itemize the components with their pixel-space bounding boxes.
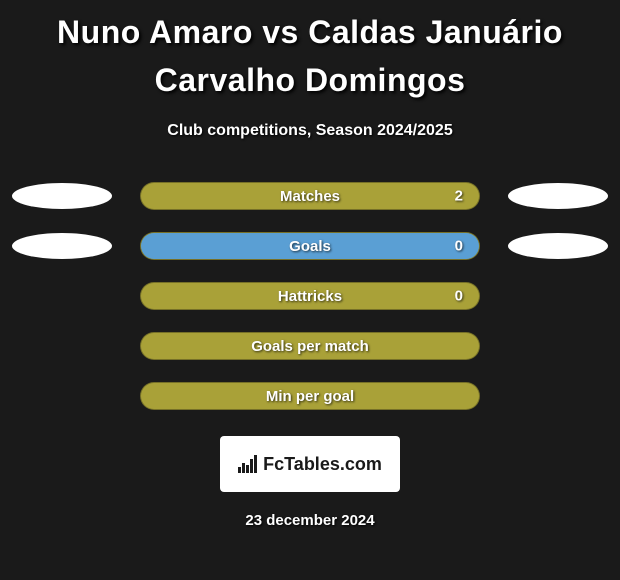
stat-row: Matches 2 [0,182,620,210]
stat-label: Min per goal [266,388,354,405]
stat-label: Matches [280,188,340,205]
date-text: 23 december 2024 [0,512,620,529]
stat-value: 0 [455,288,463,305]
stat-bar: Matches 2 [140,182,480,210]
stat-row: Goals 0 [0,232,620,260]
stat-row: Hattricks 0 [0,282,620,310]
logo-box: FcTables.com [220,436,400,492]
right-ellipse [508,233,608,259]
stat-label: Goals [289,238,331,255]
stat-row: Goals per match [0,332,620,360]
stats-list: Matches 2 Goals 0 Hattricks 0 Goals per match M… [0,182,620,410]
left-ellipse [12,233,112,259]
stat-bar: Hattricks 0 [140,282,480,310]
right-ellipse [508,183,608,209]
stat-label: Goals per match [251,338,369,355]
stat-value: 0 [455,238,463,255]
stat-label: Hattricks [278,288,342,305]
stat-bar: Goals per match [140,332,480,360]
logo-text: FcTables.com [263,454,382,475]
left-ellipse [12,183,112,209]
stat-bar: Goals 0 [140,232,480,260]
stat-value: 2 [455,188,463,205]
stat-bar: Min per goal [140,382,480,410]
stat-row: Min per goal [0,382,620,410]
infographic-container: Nuno Amaro vs Caldas Januário Carvalho D… [0,0,620,580]
bar-chart-icon [238,455,257,473]
page-title: Nuno Amaro vs Caldas Januário Carvalho D… [0,8,620,104]
subtitle: Club competitions, Season 2024/2025 [0,122,620,140]
